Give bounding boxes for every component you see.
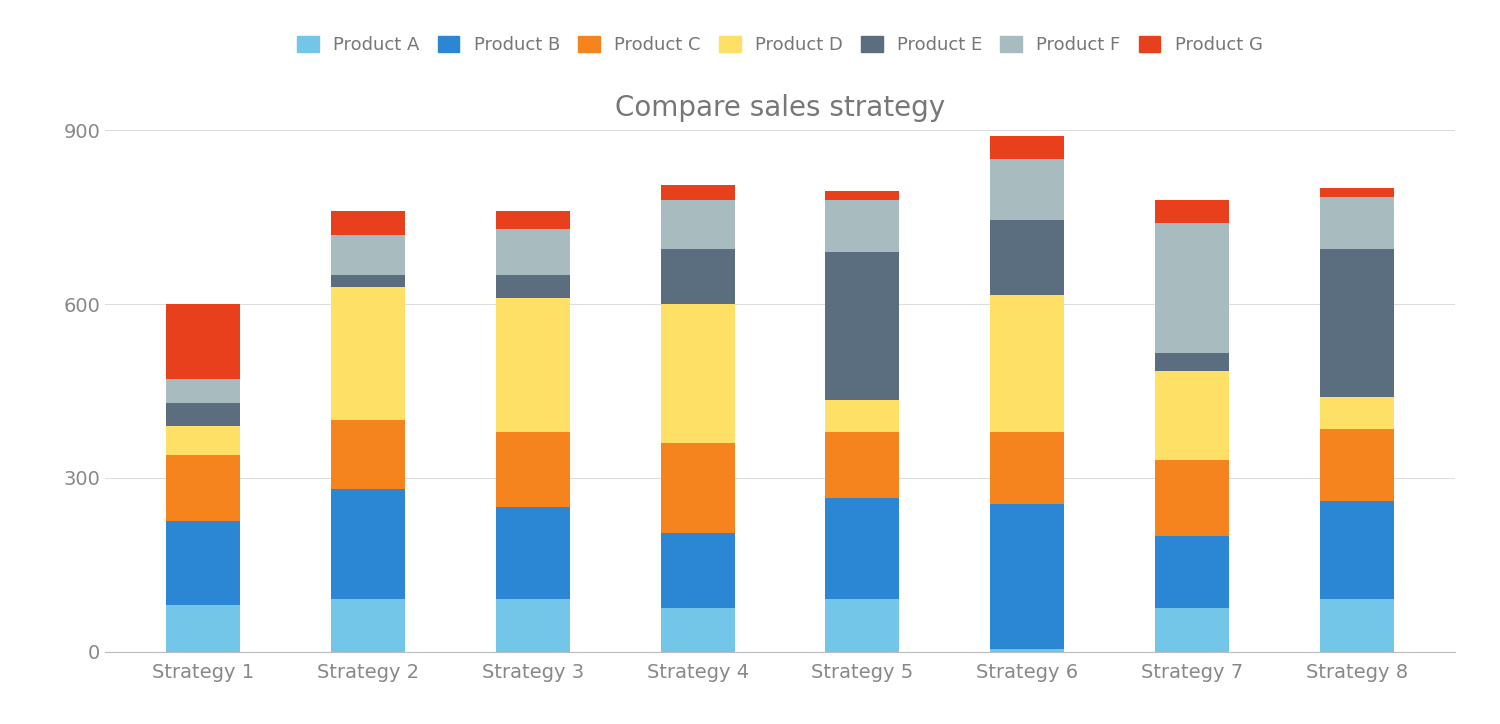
Bar — [496, 211, 570, 229]
Bar — [825, 432, 900, 498]
Bar — [166, 521, 240, 605]
Bar — [1155, 200, 1228, 223]
Bar — [496, 507, 570, 599]
Bar — [332, 275, 405, 287]
Bar — [660, 304, 735, 443]
Bar — [1155, 223, 1228, 353]
Bar — [990, 295, 1064, 432]
Bar — [332, 235, 405, 275]
Bar — [496, 229, 570, 275]
Bar — [1155, 460, 1228, 536]
Legend: Product A, Product B, Product C, Product D, Product E, Product F, Product G: Product A, Product B, Product C, Product… — [292, 30, 1268, 60]
Bar — [332, 489, 405, 599]
Bar — [1155, 608, 1228, 652]
Bar — [1320, 188, 1394, 197]
Bar — [660, 533, 735, 608]
Bar — [1320, 501, 1394, 599]
Bar — [1320, 397, 1394, 429]
Bar — [825, 200, 900, 252]
Bar — [825, 191, 900, 200]
Bar — [660, 185, 735, 200]
Bar — [1155, 371, 1228, 460]
Bar — [990, 649, 1064, 652]
Bar — [990, 432, 1064, 504]
Bar — [660, 608, 735, 652]
Bar — [496, 298, 570, 432]
Bar — [166, 455, 240, 521]
Bar — [1320, 249, 1394, 397]
Bar — [496, 432, 570, 507]
Bar — [332, 420, 405, 489]
Bar — [990, 220, 1064, 295]
Title: Compare sales strategy: Compare sales strategy — [615, 94, 945, 122]
Bar — [825, 400, 900, 432]
Bar — [825, 599, 900, 652]
Bar — [990, 136, 1064, 159]
Bar — [1155, 536, 1228, 608]
Bar — [660, 200, 735, 249]
Bar — [332, 599, 405, 652]
Bar — [166, 403, 240, 426]
Bar — [1155, 353, 1228, 371]
Bar — [166, 426, 240, 455]
Bar — [1320, 599, 1394, 652]
Bar — [990, 159, 1064, 220]
Bar — [1320, 197, 1394, 249]
Bar — [660, 249, 735, 304]
Bar — [166, 304, 240, 379]
Bar — [166, 379, 240, 403]
Bar — [166, 605, 240, 652]
Bar — [332, 211, 405, 235]
Bar — [825, 498, 900, 599]
Bar — [496, 599, 570, 652]
Bar — [496, 275, 570, 298]
Bar — [660, 443, 735, 533]
Bar — [1320, 429, 1394, 501]
Bar — [332, 287, 405, 420]
Bar — [990, 504, 1064, 649]
Bar — [825, 252, 900, 400]
